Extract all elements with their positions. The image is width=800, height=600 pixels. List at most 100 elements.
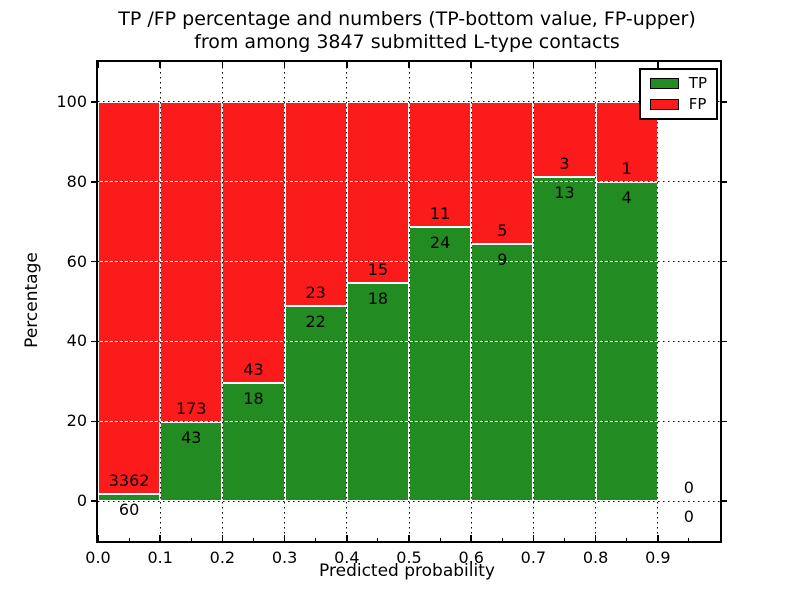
y-major-tick-right — [722, 101, 727, 103]
y-tick-label: 60 — [66, 251, 87, 271]
x-major-tick-top — [532, 62, 535, 68]
y-major-tick-left — [91, 500, 96, 502]
annotation-fp-count: 0 — [683, 478, 694, 498]
y-major-tick-left — [91, 340, 96, 343]
x-minor-tick-bottom — [128, 537, 130, 541]
x-axis-label: Predicted probability — [319, 561, 495, 581]
annotation-tp-count: 18 — [243, 389, 264, 409]
gridline-vertical — [408, 62, 410, 541]
gridline-vertical — [532, 62, 534, 541]
bar-tp-segment — [284, 305, 347, 502]
x-major-tick-bottom — [470, 535, 472, 541]
x-major-tick-bottom — [594, 535, 597, 541]
x-major-tick-bottom — [97, 535, 99, 541]
x-major-tick-bottom — [159, 535, 161, 541]
y-major-tick-right — [722, 181, 727, 183]
annotation-tp-count: 4 — [621, 187, 632, 207]
x-minor-tick-bottom — [190, 537, 192, 541]
y-tick-label: 0 — [76, 491, 87, 511]
x-tick-label: 0.3 — [271, 548, 298, 567]
plot-area: TP FP 0.0 0.1 0.2 0.3 0.4 0.5 0.6 0.7 0.8 0.9 0 20 4… — [56, 60, 727, 567]
y-major-tick-left — [91, 260, 96, 263]
bar-fp-segment — [471, 101, 534, 245]
annotation-fp-count: 173 — [176, 398, 207, 418]
x-tick-label: 0.7 — [520, 548, 547, 567]
gridline-vertical — [657, 62, 659, 541]
x-tick-label: 0.5 — [396, 548, 422, 567]
x-major-tick-top — [159, 62, 161, 68]
x-major-tick-bottom — [408, 535, 410, 541]
bar-fp-segment — [346, 101, 409, 284]
x-major-tick-top — [346, 62, 348, 68]
annotation-tp-count: 13 — [554, 182, 575, 202]
x-major-tick-bottom — [221, 535, 224, 541]
gridline-horizontal — [98, 420, 720, 422]
x-major-tick-top — [594, 62, 597, 68]
x-tick-label: 0.4 — [334, 548, 360, 567]
gridline-vertical — [595, 62, 597, 541]
y-major-tick-left — [91, 181, 96, 183]
bar-tp-segment — [346, 283, 409, 502]
x-minor-tick-bottom — [564, 537, 565, 541]
y-tick-label: 100 — [56, 91, 87, 111]
gridline-horizontal — [98, 181, 720, 183]
annotation-fp-count: 5 — [497, 221, 508, 241]
x-major-tick-bottom — [532, 535, 535, 541]
annotation-tp-count: 24 — [429, 233, 451, 253]
x-minor-tick-bottom — [626, 537, 628, 541]
x-tick-label: 0.8 — [582, 548, 609, 567]
annotation-fp-count: 15 — [367, 260, 389, 280]
bar-tp-segment — [533, 176, 596, 502]
y-major-tick-right — [722, 340, 727, 343]
annotation-fp-count: 43 — [243, 360, 264, 380]
chart-title: TP /FP percentage and numbers (TP-bottom… — [96, 8, 718, 54]
legend: TP FP — [638, 68, 718, 120]
chart-title-line1: TP /FP percentage and numbers (TP-bottom… — [118, 8, 696, 30]
x-major-tick-top — [221, 62, 224, 68]
annotation-fp-count: 3362 — [108, 471, 150, 491]
x-major-tick-top — [470, 62, 472, 68]
bar-tp-segment — [409, 227, 472, 502]
gridline-horizontal — [98, 500, 720, 502]
x-minor-tick-bottom — [377, 537, 379, 541]
gridline-vertical — [470, 62, 472, 541]
y-major-tick-left — [91, 101, 96, 103]
x-major-tick-top — [283, 62, 286, 68]
x-major-tick-bottom — [346, 535, 348, 541]
x-minor-tick-bottom — [439, 537, 441, 541]
y-tick-label: 80 — [66, 171, 87, 191]
annotation-tp-count: 60 — [118, 500, 140, 520]
bar-fp-segment — [409, 101, 472, 228]
gridline-horizontal — [98, 340, 720, 342]
x-major-tick-bottom — [283, 535, 286, 541]
x-minor-tick-bottom — [688, 537, 690, 541]
bar-tp-segment — [222, 383, 285, 502]
bar-fp-segment — [222, 101, 285, 384]
annotation-tp-count: 43 — [181, 427, 202, 447]
bar-fp-segment — [284, 101, 347, 306]
annotation-tp-count: 9 — [497, 250, 508, 270]
x-major-tick-top — [657, 62, 659, 68]
x-minor-tick-bottom — [253, 537, 254, 541]
y-major-tick-left — [91, 420, 96, 422]
y-major-tick-right — [722, 500, 727, 502]
gridline-horizontal — [98, 101, 720, 103]
legend-entry-fp: FP — [649, 97, 707, 112]
y-major-tick-right — [722, 420, 727, 422]
x-major-tick-top — [97, 62, 99, 68]
chart-title-line2: from among 3847 submitted L-type contact… — [194, 31, 620, 53]
x-minor-tick-bottom — [315, 537, 317, 541]
gridline-vertical — [221, 62, 223, 541]
bar-fp-segment — [533, 101, 596, 177]
legend-swatch-tp-icon — [649, 78, 679, 89]
annotation-tp-count: 18 — [367, 289, 389, 309]
annotation-tp-count: 22 — [305, 311, 326, 331]
bar-tp-segment — [160, 421, 223, 502]
x-tick-label: 0.2 — [209, 548, 236, 567]
gridline-horizontal — [98, 261, 720, 263]
gridline-vertical — [346, 62, 348, 541]
y-tick-label: 40 — [66, 331, 87, 351]
annotation-fp-count: 3 — [559, 153, 570, 173]
y-axis-label: Percentage — [22, 252, 42, 348]
